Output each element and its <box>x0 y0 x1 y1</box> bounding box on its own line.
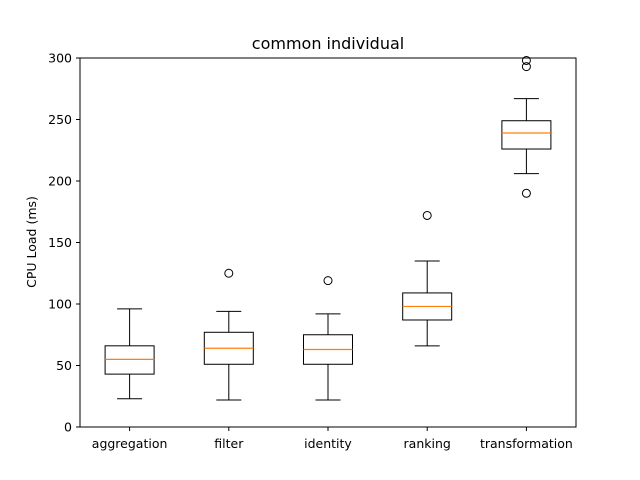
chart-title: common individual <box>252 34 404 53</box>
outlier-point <box>323 276 333 286</box>
x-tick-label: aggregation <box>92 436 168 451</box>
y-tick-label: 200 <box>48 174 72 189</box>
outlier-point <box>521 62 531 72</box>
y-tick-label: 250 <box>48 112 72 127</box>
x-tick-label: transformation <box>480 436 573 451</box>
x-tick-label: identity <box>304 436 352 451</box>
y-tick-label: 300 <box>48 51 72 66</box>
y-tick-label: 100 <box>48 297 72 312</box>
outlier-point <box>521 188 531 198</box>
x-tick-label: ranking <box>404 436 451 451</box>
plot-area: 0 50 100 150 200 250 300 aggregation filter ident… <box>48 51 573 452</box>
outlier-point <box>224 268 234 278</box>
outlier-point <box>521 55 531 65</box>
box-transformation <box>501 120 552 150</box>
outlier-point <box>422 210 432 220</box>
y-tick-label: 50 <box>56 358 72 373</box>
axes-frame <box>79 57 577 428</box>
x-tick-label: filter <box>214 436 244 451</box>
y-tick-label: 0 <box>64 420 72 435</box>
y-tick-label: 150 <box>48 235 72 250</box>
y-axis-label: CPU Load (ms) <box>24 196 39 288</box>
box-aggregation <box>104 345 155 375</box>
